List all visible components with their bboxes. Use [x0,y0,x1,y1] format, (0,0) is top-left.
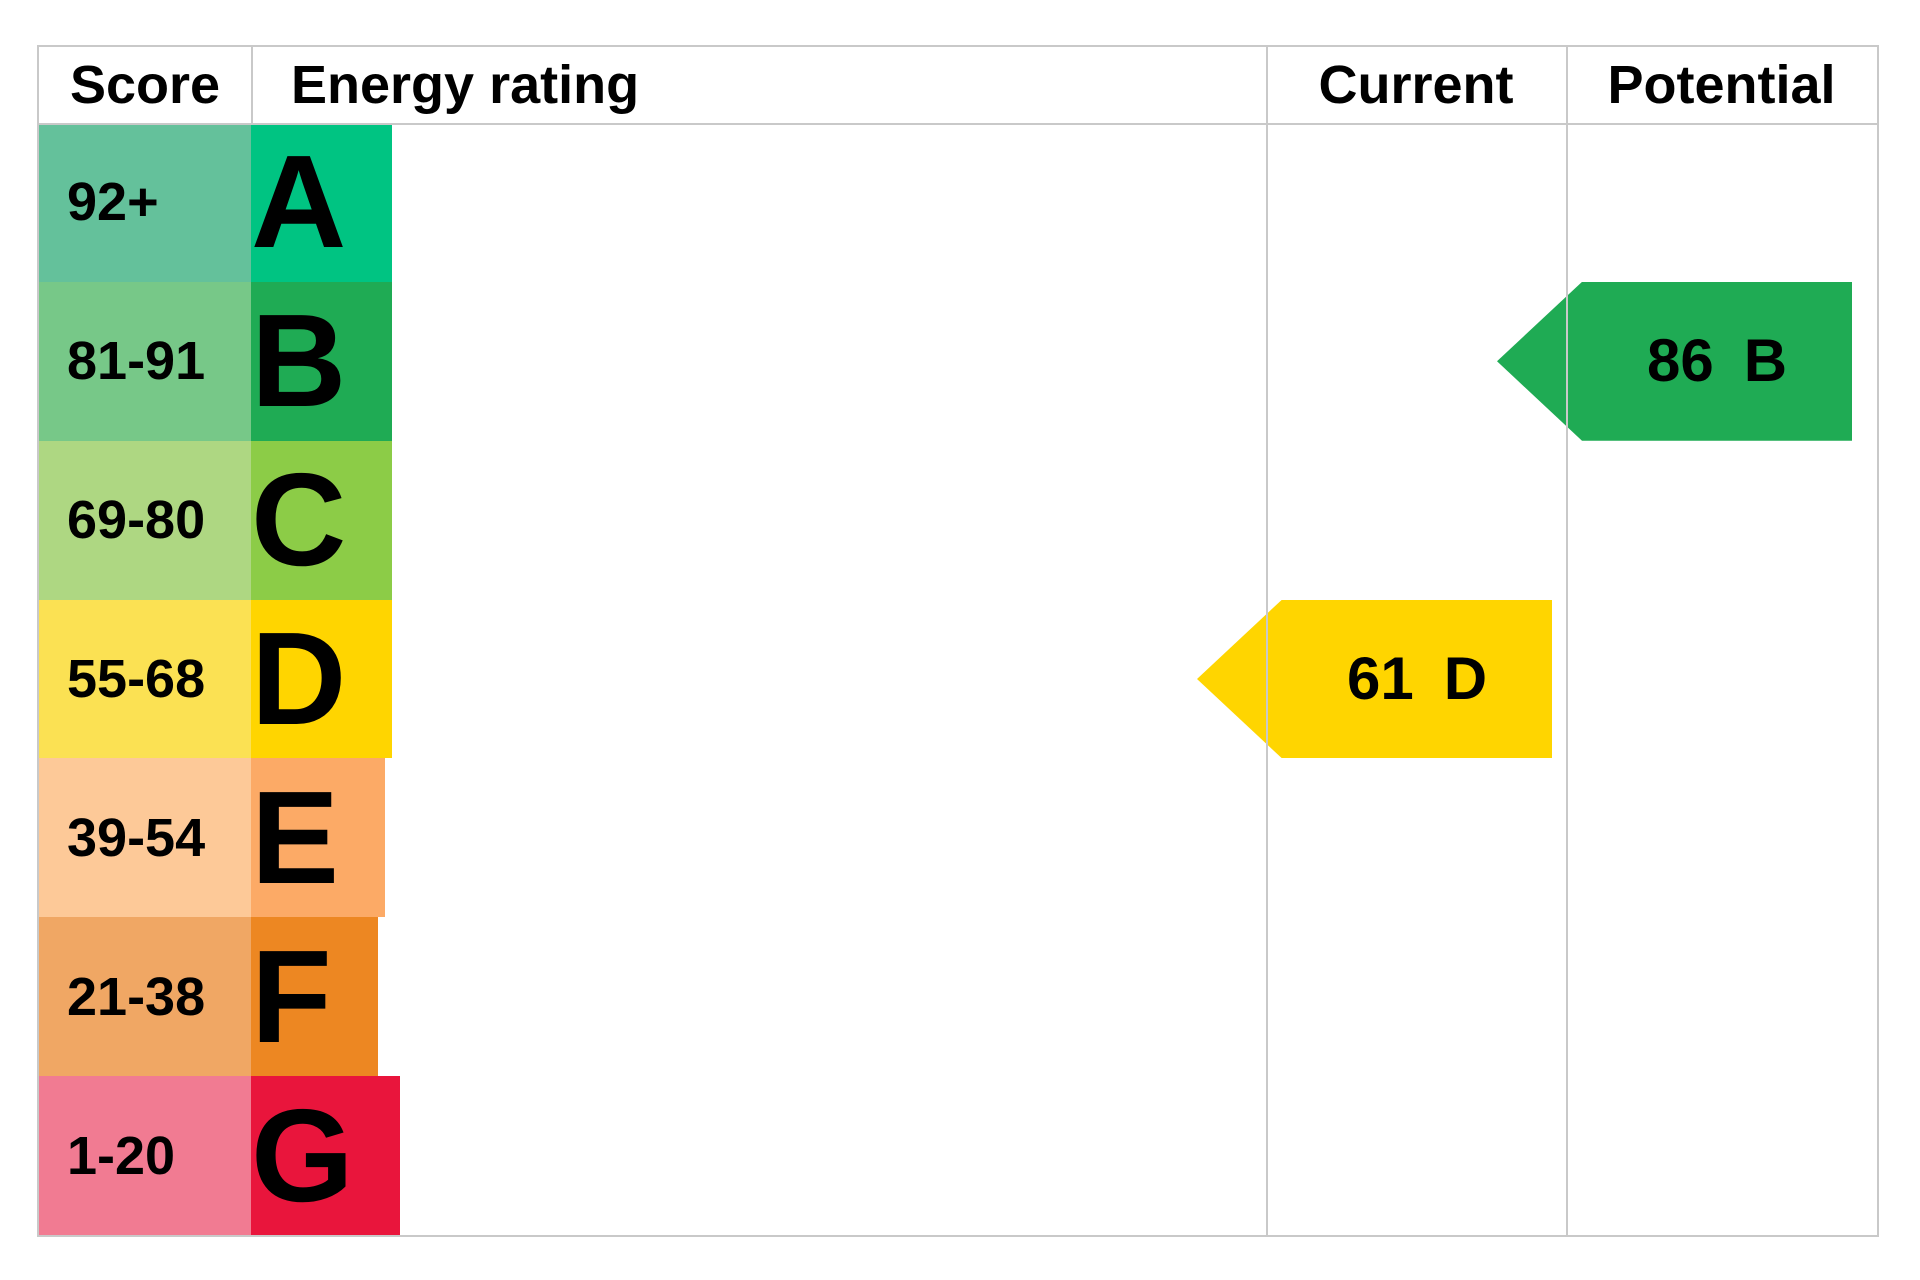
band-e-letter: E [251,763,340,911]
potential-column-header: Potential [1607,55,1836,115]
band-g-letter: G [251,1081,354,1229]
band-f-letter: F [251,922,332,1070]
band-a-score-range: 92+ [39,123,251,282]
band-d-bar: D [251,599,393,759]
band-g-bar: G [251,1076,400,1235]
band-g-score-range: 1-20 [39,1076,251,1235]
current-rating-score: 61 [1346,644,1414,712]
band-c-score-range: 69-80 [39,440,251,600]
band-f-score-range: 21-38 [39,917,251,1077]
current-rating-letter: D [1443,644,1488,712]
current-column-divider [1266,47,1268,1235]
band-e-score-range: 39-54 [39,758,251,918]
energy-rating-column-header: Energy rating [291,55,640,115]
band-d-score-range: 55-68 [39,599,251,759]
score-header-divider [251,47,253,123]
band-c-bar: C [251,440,393,600]
potential-column-divider [1566,47,1568,1235]
band-b-score-range: 81-91 [39,281,251,441]
band-a-bar: A [251,123,393,282]
band-e-bar: E [251,758,386,918]
band-d-letter: D [251,604,347,752]
band-a-letter: A [251,128,347,276]
potential-rating-letter: B [1743,327,1788,395]
header-underline [39,123,1877,125]
epc-table: Score Energy rating Current Potential 92… [37,45,1879,1237]
band-f-bar: F [251,917,378,1077]
potential-rating-arrow: 86 B [1497,281,1852,441]
band-c-letter: C [251,446,347,594]
band-b-letter: B [251,287,347,435]
potential-rating-score: 86 [1646,327,1714,395]
band-b-bar: B [251,281,393,441]
current-column-header: Current [1318,55,1514,115]
current-rating-arrow: 61 D [1197,599,1552,759]
score-column-header: Score [69,55,221,115]
